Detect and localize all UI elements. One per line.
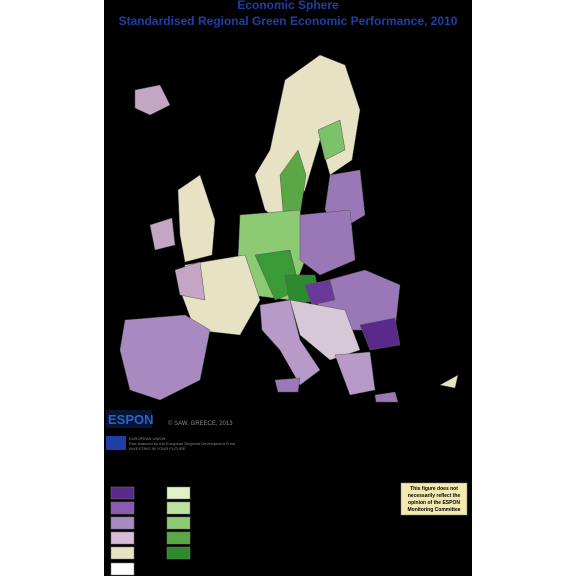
cyprus bbox=[439, 374, 459, 389]
disclaimer: This figure does not necessarily reflect… bbox=[400, 482, 468, 516]
legend-swatch bbox=[166, 486, 191, 500]
legend-swatch bbox=[110, 516, 135, 530]
sicily bbox=[274, 377, 301, 393]
map-regions bbox=[119, 54, 459, 403]
disclaimer-line: Monitoring Committee bbox=[407, 507, 460, 513]
eu-flag bbox=[106, 436, 126, 450]
disclaimer-line: This figure does not bbox=[410, 486, 458, 492]
legend bbox=[110, 486, 191, 576]
great-britain bbox=[177, 174, 216, 263]
legend-swatch bbox=[110, 546, 135, 560]
italy bbox=[259, 299, 321, 386]
ireland bbox=[149, 217, 176, 251]
legend-swatch bbox=[110, 486, 135, 500]
legend-swatch bbox=[166, 501, 191, 515]
hungary bbox=[304, 279, 336, 306]
brittany bbox=[174, 261, 206, 301]
poland bbox=[299, 209, 356, 276]
iceland bbox=[134, 84, 171, 116]
legend-swatch bbox=[110, 501, 135, 515]
map-subtitle: Standardised Regional Green Economic Per… bbox=[119, 14, 458, 28]
copyright: © SAW, GREECE, 2013 bbox=[168, 420, 233, 427]
legend-swatch bbox=[110, 562, 135, 576]
eu-motto: INVESTING IN YOUR FUTURE bbox=[129, 446, 186, 451]
greece bbox=[334, 351, 376, 396]
iberia bbox=[119, 314, 211, 401]
logo-box bbox=[106, 410, 152, 428]
legend-swatch bbox=[166, 531, 191, 545]
eu-funding: Part-financed by the European Regional D… bbox=[129, 441, 235, 446]
disclaimer-line: necessarily reflect the bbox=[408, 493, 461, 499]
eu-programme: EUROPEAN UNION bbox=[129, 436, 166, 441]
disclaimer-box bbox=[400, 482, 468, 516]
bulgaria bbox=[359, 317, 401, 351]
legend-swatch bbox=[110, 531, 135, 545]
map-title: Economic Sphere bbox=[237, 0, 339, 12]
crete bbox=[374, 391, 399, 403]
espon-logo: ESPON bbox=[106, 410, 154, 428]
logo-name: ESPON bbox=[108, 412, 154, 427]
legend-swatch bbox=[166, 546, 191, 560]
finland-region bbox=[317, 119, 346, 161]
disclaimer-line: opinion of the ESPON bbox=[408, 500, 460, 506]
legend-swatch bbox=[166, 516, 191, 530]
